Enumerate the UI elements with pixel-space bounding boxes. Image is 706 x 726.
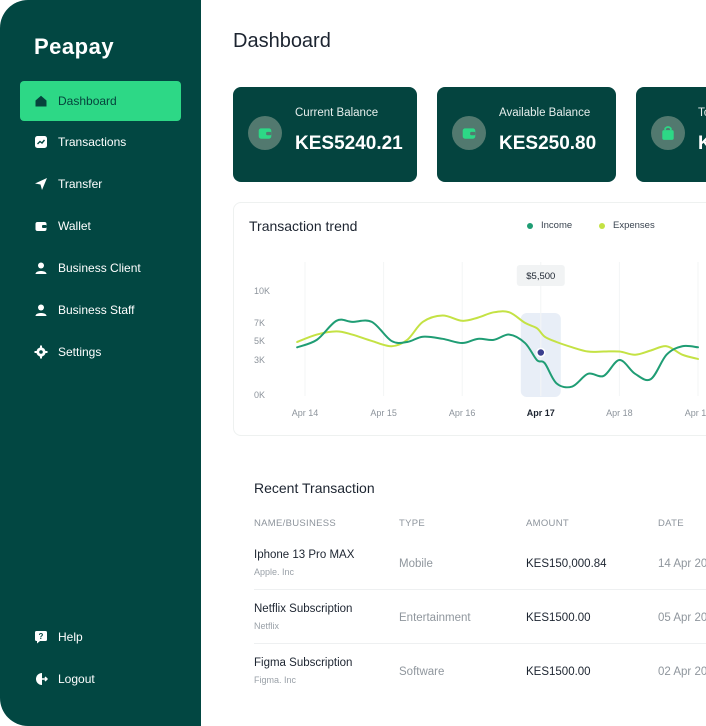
- send-icon: [33, 176, 49, 192]
- tx-business: Netflix: [254, 621, 280, 631]
- sidebar-item-label: Dashboard: [58, 94, 117, 108]
- tx-business: Apple. Inc: [254, 567, 295, 577]
- wallet-icon: [33, 218, 49, 234]
- card-label: To: [698, 107, 706, 119]
- sidebar-item-label: Wallet: [58, 219, 91, 233]
- legend-income: Income: [527, 220, 572, 231]
- app-logo: Peapay: [34, 34, 115, 59]
- chart-title: Transaction trend: [249, 218, 358, 234]
- card-amount: KES5240.21: [295, 133, 403, 154]
- tx-type: Entertainment: [399, 612, 471, 624]
- column-header-name[interactable]: NAME/BUSINESS: [254, 518, 337, 529]
- tx-date: 14 Apr 20: [658, 558, 706, 570]
- sidebar-item-label: Transfer: [58, 177, 103, 191]
- gear-icon: [33, 344, 49, 360]
- wallet-icon: [248, 116, 282, 150]
- tx-business: Figma. Inc: [254, 675, 297, 685]
- balance-card-available[interactable]: Available Balance KES250.80: [437, 87, 616, 182]
- tx-date: 05 Apr 20: [658, 612, 706, 624]
- sidebar-item-help[interactable]: ? Help: [20, 617, 181, 657]
- sidebar-item-business-client[interactable]: Business Client: [20, 248, 181, 288]
- logout-icon: [33, 671, 49, 687]
- svg-text:?: ?: [39, 632, 44, 641]
- legend-expenses: Expenses: [599, 220, 655, 231]
- legend-expenses-label: Expenses: [613, 220, 655, 231]
- home-icon: [33, 93, 49, 109]
- legend-expenses-dot: [599, 222, 605, 229]
- card-label: Current Balance: [295, 107, 379, 119]
- sidebar-item-dashboard[interactable]: Dashboard: [20, 81, 181, 121]
- tx-amount: KES150,000.84: [526, 558, 607, 570]
- sidebar-item-business-staff[interactable]: Business Staff: [20, 290, 181, 330]
- tx-type: Mobile: [399, 558, 433, 570]
- sidebar-item-wallet[interactable]: Wallet: [20, 206, 181, 246]
- card-amount: K: [698, 133, 706, 154]
- sidebar-item-label: Help: [58, 630, 83, 644]
- card-amount: KES250.80: [499, 133, 597, 154]
- user-icon: [33, 260, 49, 276]
- sidebar-item-transactions[interactable]: Transactions: [20, 122, 181, 162]
- sidebar-item-settings[interactable]: Settings: [20, 332, 181, 372]
- sidebar-item-transfer[interactable]: Transfer: [20, 164, 181, 204]
- balance-card-total[interactable]: To K: [636, 87, 706, 182]
- sidebar-item-label: Business Staff: [58, 303, 135, 317]
- tx-name: Figma Subscription: [254, 657, 353, 669]
- sidebar-item-label: Settings: [58, 345, 102, 359]
- tx-amount: KES1500.00: [526, 612, 591, 624]
- wallet-icon: [452, 116, 486, 150]
- sidebar: Peapay Dashboard Transactions Transfer W…: [0, 0, 201, 726]
- column-header-date[interactable]: DATE: [658, 518, 684, 529]
- sidebar-item-logout[interactable]: Logout: [20, 659, 181, 699]
- column-header-amount[interactable]: AMOUNT: [526, 518, 569, 529]
- card-label: Available Balance: [499, 107, 591, 119]
- row-divider: [254, 643, 706, 644]
- balance-card-current[interactable]: Current Balance KES5240.21: [233, 87, 417, 182]
- tx-type: Software: [399, 666, 445, 678]
- tx-name: Iphone 13 Pro MAX: [254, 549, 355, 561]
- tx-amount: KES1500.00: [526, 666, 591, 678]
- tx-date: 02 Apr 20: [658, 666, 706, 678]
- legend-income-dot: [527, 222, 533, 229]
- row-divider: [254, 589, 706, 590]
- sidebar-item-label: Business Client: [58, 261, 141, 275]
- transaction-trend-panel: [233, 202, 706, 436]
- help-icon: ?: [33, 629, 49, 645]
- page-title: Dashboard: [233, 30, 331, 52]
- recent-transactions-title: Recent Transaction: [254, 480, 375, 496]
- bag-icon: [651, 116, 685, 150]
- sidebar-item-label: Transactions: [58, 135, 127, 149]
- sidebar-item-label: Logout: [58, 672, 95, 686]
- trend-icon: [33, 134, 49, 150]
- column-header-type[interactable]: TYPE: [399, 518, 426, 529]
- legend-income-label: Income: [541, 220, 573, 231]
- tx-name: Netflix Subscription: [254, 603, 353, 615]
- user-icon: [33, 302, 49, 318]
